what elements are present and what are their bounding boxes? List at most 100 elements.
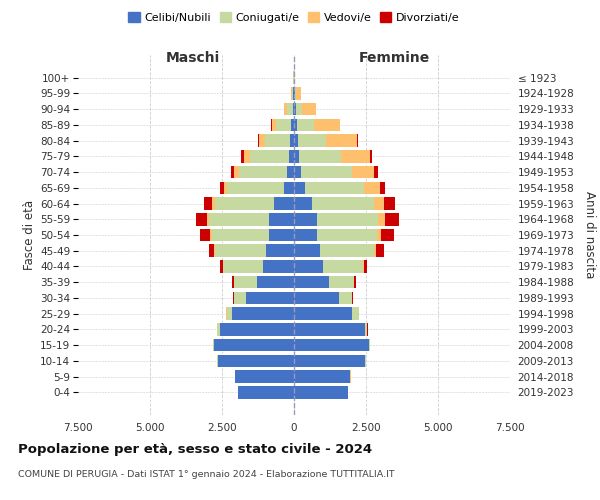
- Bar: [294, 87, 301, 100]
- Bar: [294, 260, 323, 273]
- Bar: [292, 87, 294, 100]
- Bar: [294, 197, 395, 210]
- Bar: [294, 182, 364, 194]
- Bar: [269, 213, 294, 226]
- Bar: [217, 354, 294, 367]
- Bar: [294, 260, 362, 273]
- Bar: [223, 260, 294, 273]
- Bar: [294, 118, 314, 131]
- Bar: [294, 150, 299, 162]
- Bar: [294, 308, 359, 320]
- Bar: [235, 370, 294, 383]
- Bar: [294, 87, 296, 100]
- Bar: [234, 166, 294, 178]
- Bar: [226, 308, 294, 320]
- Bar: [294, 386, 348, 398]
- Bar: [294, 228, 394, 241]
- Bar: [284, 182, 294, 194]
- Bar: [208, 213, 294, 226]
- Bar: [294, 72, 295, 84]
- Bar: [245, 292, 294, 304]
- Bar: [294, 260, 367, 273]
- Bar: [217, 354, 294, 367]
- Bar: [294, 166, 352, 178]
- Bar: [294, 292, 353, 304]
- Bar: [294, 213, 399, 226]
- Bar: [238, 386, 294, 398]
- Bar: [294, 103, 316, 116]
- Text: Maschi: Maschi: [166, 51, 220, 65]
- Bar: [214, 339, 294, 351]
- Bar: [213, 339, 294, 351]
- Bar: [204, 197, 294, 210]
- Bar: [294, 228, 377, 241]
- Bar: [230, 166, 294, 178]
- Bar: [238, 386, 294, 398]
- Bar: [232, 276, 294, 288]
- Bar: [213, 339, 294, 351]
- Bar: [271, 118, 294, 131]
- Bar: [294, 276, 354, 288]
- Bar: [294, 292, 352, 304]
- Bar: [218, 354, 294, 367]
- Bar: [294, 103, 296, 116]
- Bar: [213, 339, 294, 351]
- Bar: [294, 370, 350, 383]
- Legend: Celibi/Nubili, Coniugati/e, Vedovi/e, Divorziati/e: Celibi/Nubili, Coniugati/e, Vedovi/e, Di…: [124, 8, 464, 28]
- Bar: [294, 308, 352, 320]
- Bar: [223, 260, 294, 273]
- Bar: [294, 150, 372, 162]
- Bar: [294, 134, 358, 147]
- Bar: [200, 228, 294, 241]
- Bar: [284, 103, 294, 116]
- Bar: [294, 323, 368, 336]
- Bar: [234, 292, 294, 304]
- Bar: [287, 166, 294, 178]
- Bar: [294, 244, 320, 257]
- Y-axis label: Fasce di età: Fasce di età: [23, 200, 36, 270]
- Bar: [220, 182, 294, 194]
- Bar: [294, 370, 350, 383]
- Bar: [277, 118, 294, 131]
- Bar: [244, 150, 294, 162]
- Bar: [294, 134, 298, 147]
- Bar: [294, 103, 302, 116]
- Bar: [217, 323, 294, 336]
- Bar: [294, 386, 348, 398]
- Bar: [294, 134, 326, 147]
- Bar: [294, 118, 296, 131]
- Bar: [265, 134, 294, 147]
- Bar: [272, 118, 294, 131]
- Bar: [289, 150, 294, 162]
- Bar: [294, 339, 369, 351]
- Bar: [287, 103, 294, 116]
- Bar: [293, 72, 294, 84]
- Bar: [217, 323, 294, 336]
- Bar: [294, 244, 376, 257]
- Bar: [294, 354, 366, 367]
- Bar: [294, 370, 350, 383]
- Bar: [294, 244, 384, 257]
- Bar: [293, 103, 294, 116]
- Bar: [294, 260, 364, 273]
- Bar: [294, 166, 374, 178]
- Bar: [263, 260, 294, 273]
- Bar: [234, 276, 294, 288]
- Bar: [238, 386, 294, 398]
- Bar: [294, 87, 301, 100]
- Bar: [212, 228, 294, 241]
- Bar: [220, 323, 294, 336]
- Bar: [224, 182, 294, 194]
- Bar: [294, 213, 385, 226]
- Bar: [294, 339, 370, 351]
- Bar: [293, 72, 294, 84]
- Bar: [215, 197, 294, 210]
- Bar: [294, 166, 301, 178]
- Bar: [294, 87, 295, 100]
- Bar: [235, 292, 294, 304]
- Bar: [226, 308, 294, 320]
- Bar: [294, 308, 359, 320]
- Bar: [294, 386, 348, 398]
- Bar: [294, 276, 356, 288]
- Bar: [235, 370, 294, 383]
